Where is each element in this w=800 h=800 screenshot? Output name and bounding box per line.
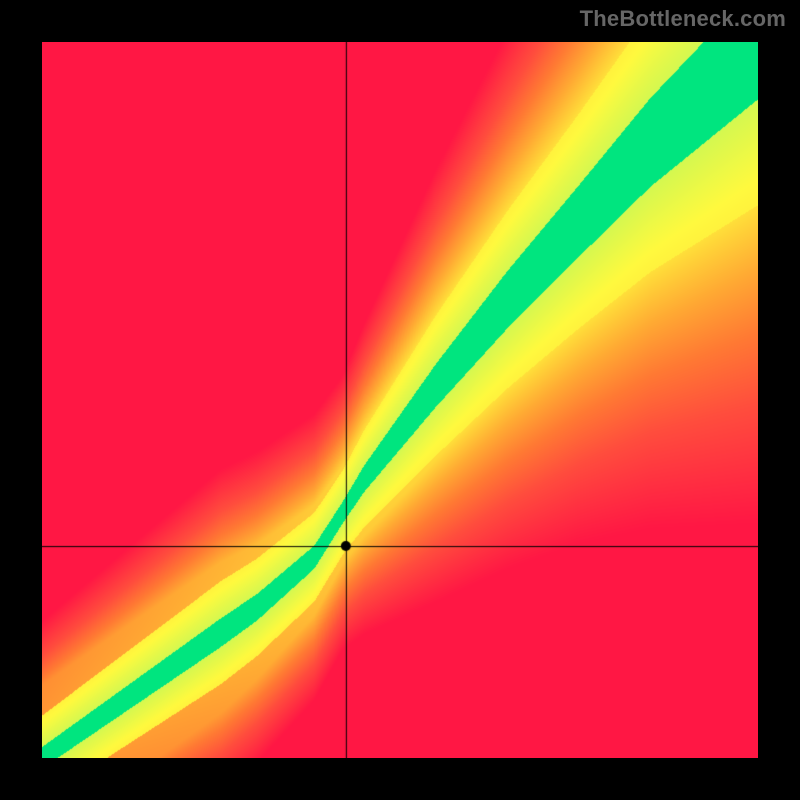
bottleneck-heatmap: [42, 42, 758, 758]
watermark-text: TheBottleneck.com: [580, 6, 786, 32]
outer-frame: TheBottleneck.com: [0, 0, 800, 800]
